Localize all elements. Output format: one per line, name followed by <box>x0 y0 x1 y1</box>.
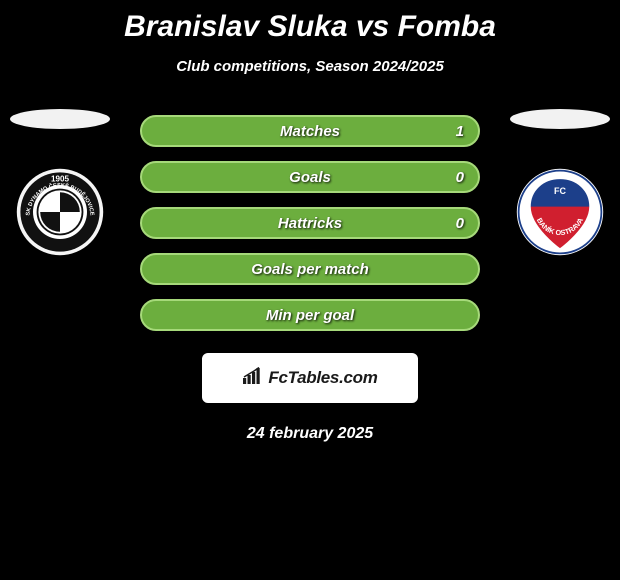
stat-right-value: 0 <box>456 215 464 232</box>
date: 24 february 2025 <box>0 425 620 443</box>
stat-bar-goals-per-match: Goals per match <box>140 253 480 285</box>
stat-bar-hattricks: Hattricks 0 <box>140 207 480 239</box>
comparison-area: 1905 SK DYNAMO ČESKÉ BUDĚJOVICE FC BANÍK… <box>0 115 620 443</box>
stat-label: Hattricks <box>278 215 342 232</box>
stat-right-value: 1 <box>456 123 464 140</box>
svg-text:FC: FC <box>554 186 566 196</box>
club-badge-left: 1905 SK DYNAMO ČESKÉ BUDĚJOVICE <box>15 167 105 257</box>
stat-label: Matches <box>280 123 340 140</box>
player-right-column: FC BANÍK OSTRAVA <box>510 109 610 257</box>
player-left-column: 1905 SK DYNAMO ČESKÉ BUDĚJOVICE <box>10 109 110 257</box>
stat-label: Goals per match <box>251 261 369 278</box>
club-badge-right: FC BANÍK OSTRAVA <box>515 167 605 257</box>
page-title: Branislav Sluka vs Fomba <box>0 0 620 44</box>
stat-bar-min-per-goal: Min per goal <box>140 299 480 331</box>
svg-text:1905: 1905 <box>51 174 69 183</box>
bar-chart-icon <box>242 367 264 390</box>
avatar-left <box>10 109 110 129</box>
logo-text: FcTables.com <box>268 368 377 388</box>
avatar-right <box>510 109 610 129</box>
stat-bar-goals: Goals 0 <box>140 161 480 193</box>
source-logo: FcTables.com <box>202 353 418 403</box>
stat-label: Goals <box>289 169 331 186</box>
subtitle: Club competitions, Season 2024/2025 <box>0 58 620 75</box>
stat-right-value: 0 <box>456 169 464 186</box>
stat-bar-matches: Matches 1 <box>140 115 480 147</box>
stat-label: Min per goal <box>266 307 354 324</box>
stat-bars: Matches 1 Goals 0 Hattricks 0 Goals per … <box>140 115 480 331</box>
